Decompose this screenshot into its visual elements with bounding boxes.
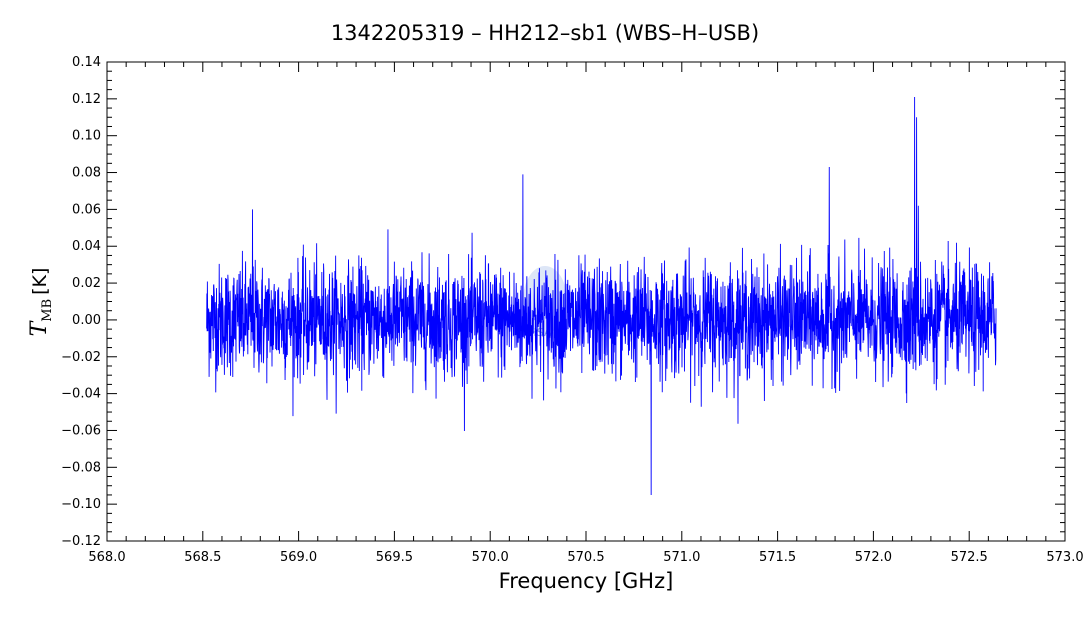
y-axis-label-sub: MB	[40, 299, 55, 322]
data-layer	[206, 96, 997, 495]
x-tick-label: 569.0	[280, 550, 317, 565]
x-tick-label: 572.0	[855, 550, 892, 565]
x-tick-label: 572.5	[951, 550, 988, 565]
y-tick-label: 0.12	[72, 92, 101, 107]
x-tick-label: 571.0	[663, 550, 700, 565]
x-axis-label: Frequency [GHz]	[499, 569, 674, 593]
spectrum-line	[206, 96, 997, 495]
chart-title: 1342205319 – HH212–sb1 (WBS–H–USB)	[331, 21, 759, 45]
y-tick-label: −0.06	[61, 423, 101, 438]
y-tick-label: 0.04	[72, 239, 101, 254]
x-tick-label: 571.5	[759, 550, 796, 565]
x-tick-label: 568.5	[184, 550, 221, 565]
x-tick-label: 570.0	[472, 550, 509, 565]
x-axis: 568.0 568.5 569.0 569.5 570.0 570.5 571.0 571.5…	[88, 62, 1084, 565]
y-tick-label: 0.00	[72, 313, 101, 328]
y-tick-label: −0.10	[61, 497, 101, 512]
y-tick-label: 0.02	[72, 276, 101, 291]
y-axis-label: TMB [K]	[27, 268, 55, 337]
y-axis-label-unit: [K]	[29, 268, 51, 295]
y-axis-label-main: T	[27, 319, 52, 336]
y-tick-label: 0.10	[72, 129, 101, 144]
y-tick-label: 0.14	[72, 55, 101, 70]
y-tick-label: 0.06	[72, 202, 101, 217]
y-tick-label: −0.12	[61, 534, 101, 549]
y-tick-label: −0.08	[61, 460, 101, 475]
y-tick-label: −0.02	[61, 350, 101, 365]
x-tick-label: 568.0	[88, 550, 125, 565]
x-tick-label: 570.5	[567, 550, 604, 565]
x-tick-label: 569.5	[376, 550, 413, 565]
y-tick-label: 0.08	[72, 166, 101, 181]
x-tick-label: 573.0	[1046, 550, 1083, 565]
y-tick-label: −0.04	[61, 387, 101, 402]
y-axis: −0.12 −0.10 −0.08 −0.06 −0.04 −0.02 0.00 0.02 0.…	[61, 55, 1065, 549]
